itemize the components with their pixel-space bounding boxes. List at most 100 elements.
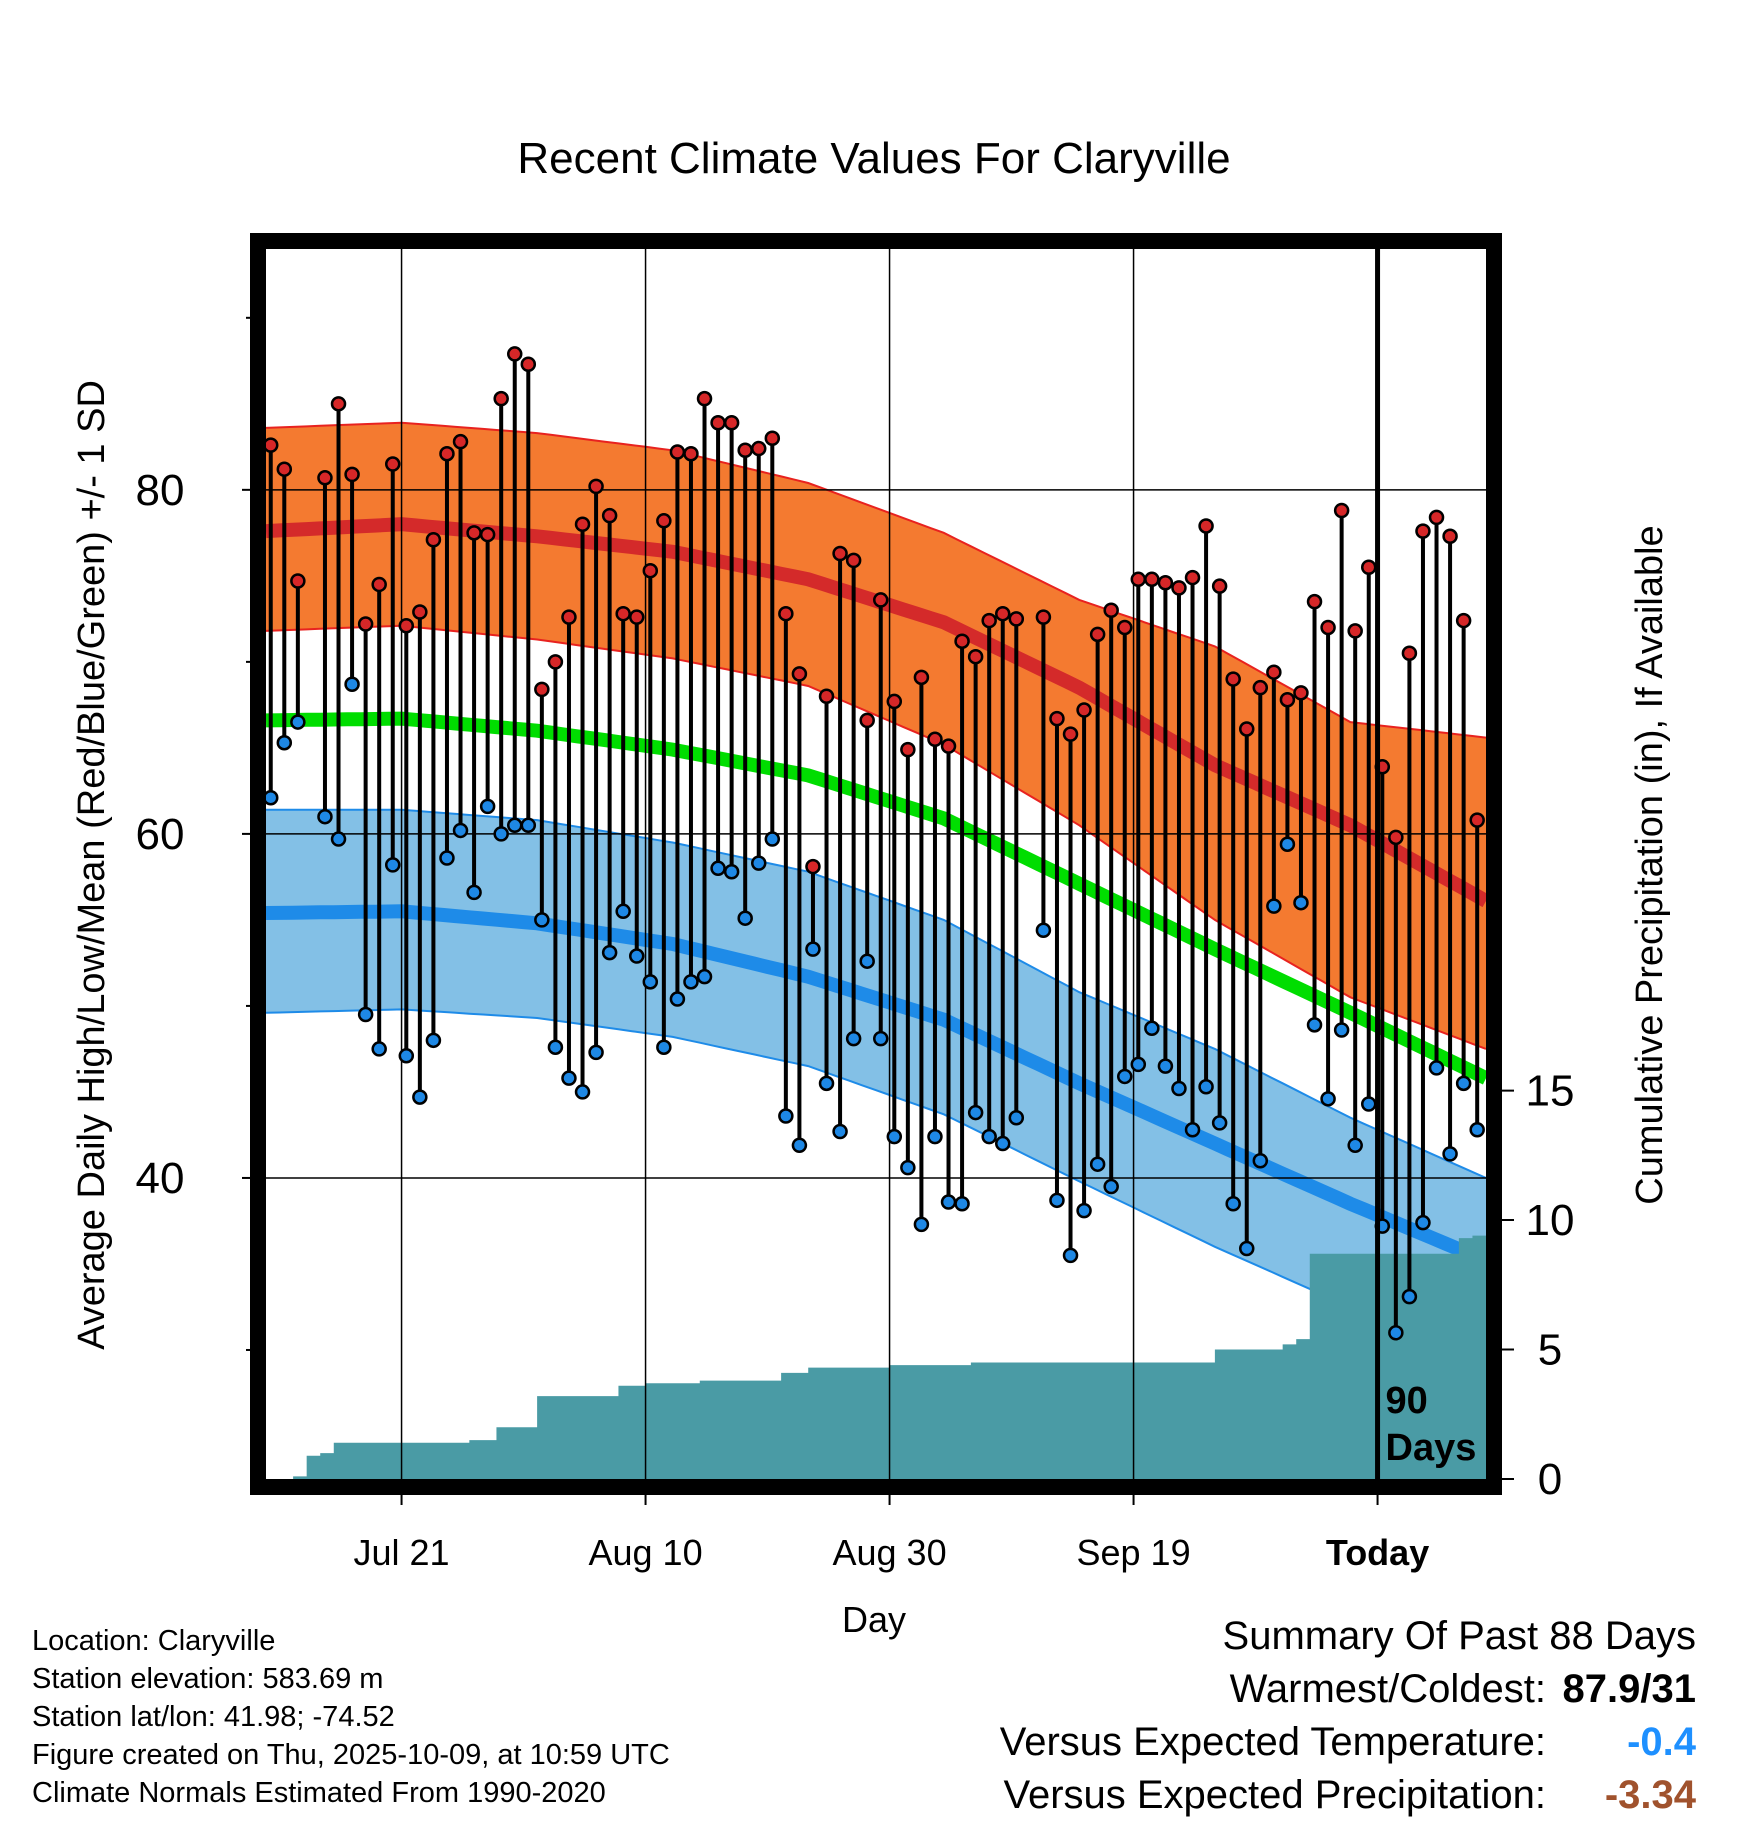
daily-low-point: [1089, 1156, 1106, 1172]
x-tick-label-3: Sep 19: [1077, 1532, 1191, 1573]
daily-high-point: [1211, 578, 1228, 594]
warmest-coldest-value: 87.9/31: [1562, 1667, 1696, 1711]
elevation-text: Station elevation: 583.69 m: [32, 1663, 384, 1695]
daily-high-point: [1279, 691, 1296, 708]
daily-low-point: [588, 1044, 604, 1061]
daily-low-point: [574, 1084, 591, 1100]
summary-panel: Summary Of Past 88 Days Warmest/Coldest:…: [1000, 1614, 1696, 1826]
daily-high-point: [1076, 702, 1092, 718]
daily-high-point: [290, 573, 306, 589]
daily-high-point: [615, 605, 631, 622]
daily-low-point: [872, 1030, 889, 1047]
daily-low-point: [1144, 1020, 1160, 1037]
daily-low-point: [1442, 1146, 1458, 1162]
daily-low-point: [1279, 836, 1296, 852]
daily-low-point: [1198, 1079, 1214, 1095]
daily-low-point: [791, 1137, 808, 1154]
daily-high-point: [764, 430, 781, 446]
daily-high-point: [954, 633, 970, 649]
x-tick-label-0: Jul 21: [354, 1532, 450, 1573]
daily-high-point: [1144, 571, 1160, 588]
daily-low-point: [615, 903, 631, 920]
daily-low-point: [1360, 1096, 1377, 1112]
daily-high-point: [588, 478, 604, 495]
daily-low-point: [750, 855, 767, 871]
daily-high-point: [872, 592, 889, 608]
daily-high-point: [1442, 528, 1458, 545]
daily-low-point: [1238, 1240, 1255, 1257]
daily-high-point: [357, 616, 374, 632]
daily-high-point: [1171, 580, 1187, 596]
daily-high-point: [1360, 559, 1377, 576]
daily-low-point: [412, 1089, 428, 1105]
y-right-tick-label-2: 5: [1538, 1326, 1562, 1375]
daily-low-point: [669, 991, 686, 1007]
daily-high-point: [344, 466, 360, 483]
daily-low-point: [439, 850, 455, 866]
daily-high-point: [1469, 812, 1485, 828]
daily-low-point: [344, 676, 360, 692]
daily-high-point: [1266, 664, 1282, 680]
daily-low-point: [764, 831, 781, 847]
daily-high-point: [1198, 518, 1214, 534]
daily-low-point: [845, 1030, 862, 1047]
daily-low-point: [330, 831, 347, 847]
daily-low-point: [778, 1108, 794, 1124]
daily-high-point: [696, 390, 713, 407]
daily-high-point: [669, 444, 686, 460]
daily-high-point: [1306, 593, 1323, 610]
daily-low-point: [900, 1159, 916, 1176]
daily-high-point: [1062, 726, 1079, 742]
daily-low-point: [913, 1216, 930, 1233]
today-marker-days-word: Days: [1386, 1427, 1477, 1469]
daily-low-point: [683, 974, 699, 990]
daily-high-point: [317, 470, 333, 486]
normal-mean-line: [266, 711, 1486, 1085]
daily-low-point: [520, 817, 537, 834]
daily-low-point: [1388, 1325, 1404, 1341]
y-right-tick-label-3: 0: [1538, 1455, 1562, 1504]
daily-low-point: [493, 826, 509, 842]
daily-high-point: [384, 456, 401, 472]
daily-low-point: [1116, 1068, 1133, 1085]
summary-precipitation: Versus Expected Precipitation: -3.34: [1000, 1773, 1696, 1826]
daily-low-point: [371, 1041, 387, 1057]
y-left-tick-label-0: 80: [136, 466, 185, 515]
daily-low-point: [547, 1039, 564, 1055]
plot-area: 90 Days 80 60 40 15 10 5 0 Jul 21 Aug 10 Aug 30 Sep …: [136, 233, 1574, 1573]
daily-high-point: [1008, 611, 1025, 627]
daily-high-point: [981, 612, 997, 629]
daily-low-point: [1035, 922, 1052, 938]
y-left-tick-label-1: 60: [136, 810, 185, 859]
high-sd-lower-edge: [266, 624, 1486, 1050]
plot-frame: [250, 233, 1502, 1495]
daily-high-point: [628, 609, 645, 625]
daily-high-point: [479, 526, 496, 543]
daily-low-point: [886, 1128, 903, 1145]
daily-low-point: [1293, 894, 1309, 911]
daily-high-point: [683, 445, 699, 462]
daily-high-point: [1415, 523, 1431, 539]
daily-low-point: [357, 1006, 374, 1023]
daily-high-point: [547, 654, 564, 670]
daily-high-point: [493, 390, 509, 407]
daily-low-point: [1103, 1178, 1119, 1195]
warmest-coldest-label: Warmest/Coldest:: [1229, 1667, 1546, 1711]
daily-low-point: [805, 941, 821, 957]
daily-low-point: [534, 912, 550, 928]
daily-high-point: [845, 552, 862, 569]
daily-high-point: [276, 461, 293, 477]
daily-low-point: [940, 1194, 957, 1210]
x-tick-label-2: Aug 30: [833, 1532, 947, 1573]
daily-low-point: [737, 910, 753, 926]
y-axis-right-label: Cumulative Precipitation (in), If Availa…: [1629, 525, 1671, 1204]
daily-high-point: [466, 525, 482, 541]
daily-high-point: [425, 531, 442, 548]
daily-high-point: [832, 545, 848, 562]
daily-high-point: [642, 562, 659, 579]
daily-low-point: [1008, 1109, 1025, 1126]
low-sd-upper-edge: [266, 808, 1486, 1179]
daily-low-point: [832, 1123, 848, 1140]
daily-high-point: [506, 346, 523, 362]
daily-high-point: [778, 605, 794, 622]
